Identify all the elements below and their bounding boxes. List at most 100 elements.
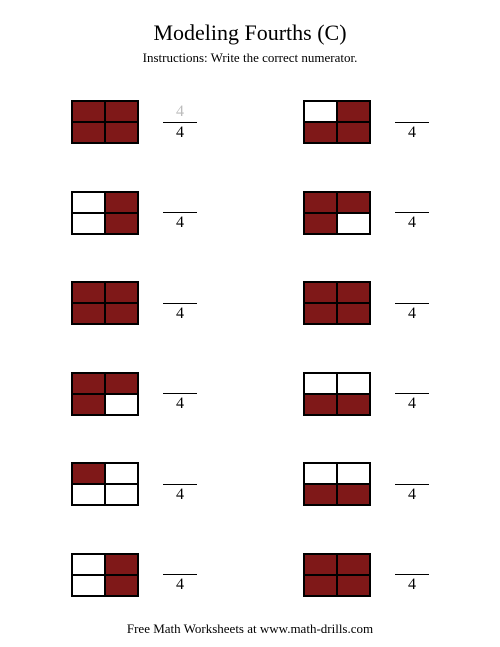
fraction-shape xyxy=(303,191,371,235)
fraction-shape xyxy=(303,100,371,144)
cell-filled xyxy=(105,122,138,143)
numerator-blank[interactable] xyxy=(395,465,429,483)
problem-7: 4 xyxy=(36,356,232,433)
fraction-shape xyxy=(303,281,371,325)
fraction-line xyxy=(163,484,197,485)
numerator-blank[interactable] xyxy=(163,555,197,573)
denominator: 4 xyxy=(176,486,184,504)
numerator-blank[interactable] xyxy=(395,193,429,211)
cell-empty xyxy=(72,192,105,213)
cell-filled xyxy=(72,122,105,143)
instructions-text: Instructions: Write the correct numerato… xyxy=(30,50,470,66)
fraction: 4 xyxy=(163,465,197,504)
denominator: 4 xyxy=(176,395,184,413)
fraction-shape xyxy=(303,462,371,506)
fraction-line xyxy=(395,122,429,123)
fraction-shape xyxy=(71,281,139,325)
fraction-shape xyxy=(71,553,139,597)
fraction: 4 xyxy=(163,555,197,594)
cell-filled xyxy=(304,282,337,303)
footer-text: Free Math Worksheets at www.math-drills.… xyxy=(30,621,470,637)
fraction-line xyxy=(163,574,197,575)
fraction: 4 xyxy=(395,465,429,504)
cell-filled xyxy=(105,282,138,303)
cell-empty xyxy=(72,575,105,596)
fraction: 4 xyxy=(395,284,429,323)
cell-filled xyxy=(72,282,105,303)
fraction-line xyxy=(163,303,197,304)
numerator-blank[interactable] xyxy=(395,284,429,302)
cell-empty xyxy=(304,463,337,484)
cell-filled xyxy=(105,192,138,213)
cell-filled xyxy=(337,303,370,324)
cell-empty xyxy=(72,484,105,505)
numerator-blank[interactable] xyxy=(395,374,429,392)
cell-filled xyxy=(304,394,337,415)
cell-empty xyxy=(337,463,370,484)
denominator: 4 xyxy=(176,214,184,232)
fraction: 4 xyxy=(395,374,429,413)
cell-filled xyxy=(105,213,138,234)
fraction-shape xyxy=(71,100,139,144)
cell-filled xyxy=(72,303,105,324)
fraction: 44 xyxy=(163,103,197,142)
fraction-shape xyxy=(71,372,139,416)
denominator: 4 xyxy=(176,576,184,594)
problem-12: 4 xyxy=(268,537,464,614)
denominator: 4 xyxy=(176,124,184,142)
fraction: 4 xyxy=(395,555,429,594)
problems-grid: 4444444444444 xyxy=(30,84,470,613)
cell-empty xyxy=(105,394,138,415)
fraction: 4 xyxy=(163,284,197,323)
numerator-blank[interactable] xyxy=(163,465,197,483)
cell-filled xyxy=(105,101,138,122)
denominator: 4 xyxy=(408,305,416,323)
problem-3: 4 xyxy=(36,175,232,252)
cell-filled xyxy=(337,575,370,596)
cell-filled xyxy=(337,554,370,575)
cell-empty xyxy=(105,484,138,505)
denominator: 4 xyxy=(408,214,416,232)
problem-9: 4 xyxy=(36,446,232,523)
problem-4: 4 xyxy=(268,175,464,252)
numerator-blank[interactable] xyxy=(163,284,197,302)
numerator-example: 4 xyxy=(163,103,197,121)
cell-filled xyxy=(72,101,105,122)
cell-filled xyxy=(337,484,370,505)
problem-2: 4 xyxy=(268,84,464,161)
cell-filled xyxy=(337,192,370,213)
cell-empty xyxy=(105,463,138,484)
fraction-line xyxy=(395,484,429,485)
cell-empty xyxy=(72,554,105,575)
numerator-blank[interactable] xyxy=(395,555,429,573)
cell-empty xyxy=(72,213,105,234)
worksheet-page: Modeling Fourths (C) Instructions: Write… xyxy=(0,0,500,647)
page-title: Modeling Fourths (C) xyxy=(30,20,470,46)
cell-filled xyxy=(72,373,105,394)
cell-filled xyxy=(337,101,370,122)
fraction-line xyxy=(163,212,197,213)
problem-5: 4 xyxy=(36,265,232,342)
cell-filled xyxy=(337,394,370,415)
cell-filled xyxy=(105,575,138,596)
numerator-blank[interactable] xyxy=(163,193,197,211)
fraction-line xyxy=(395,303,429,304)
problem-10: 4 xyxy=(268,446,464,523)
problem-1: 44 xyxy=(36,84,232,161)
numerator-blank[interactable] xyxy=(395,103,429,121)
fraction-shape xyxy=(71,191,139,235)
cell-filled xyxy=(72,394,105,415)
cell-filled xyxy=(105,554,138,575)
fraction-line xyxy=(163,122,197,123)
fraction-shape xyxy=(303,372,371,416)
cell-filled xyxy=(304,213,337,234)
numerator-blank[interactable] xyxy=(163,374,197,392)
fraction: 4 xyxy=(395,193,429,232)
fraction: 4 xyxy=(163,193,197,232)
fraction: 4 xyxy=(395,103,429,142)
cell-filled xyxy=(304,554,337,575)
cell-filled xyxy=(304,192,337,213)
cell-filled xyxy=(304,575,337,596)
fraction-shape xyxy=(303,553,371,597)
problem-6: 4 xyxy=(268,265,464,342)
